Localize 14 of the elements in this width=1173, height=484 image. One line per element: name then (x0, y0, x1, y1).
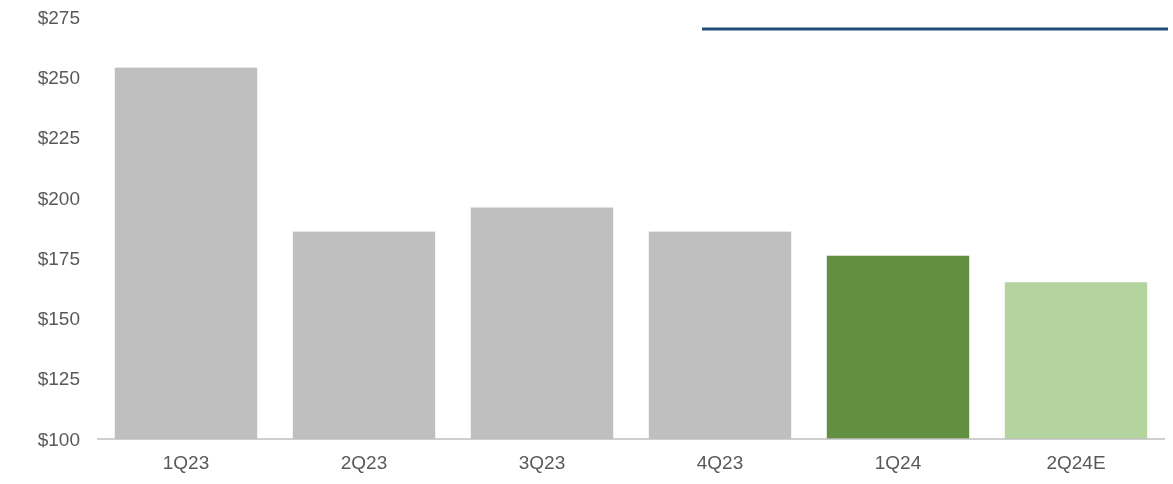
y-tick-label: $250 (37, 66, 80, 88)
x-tick-label: 2Q24E (1046, 452, 1106, 473)
y-tick-label: $225 (37, 127, 80, 149)
x-tick-label: 4Q23 (696, 452, 744, 473)
y-tick-label: $150 (37, 308, 80, 330)
y-tick-label: $200 (37, 187, 80, 209)
y-tick-label: $275 (37, 6, 80, 28)
y-tick-label: $125 (37, 368, 80, 390)
x-tick-label: 3Q23 (518, 452, 566, 473)
y-tick-label: $100 (37, 428, 80, 450)
x-tick-label: 2Q23 (340, 452, 388, 473)
x-tick-label: 1Q24 (874, 452, 922, 473)
x-tick-label: 1Q23 (162, 452, 210, 473)
y-tick-label: $175 (37, 247, 80, 269)
